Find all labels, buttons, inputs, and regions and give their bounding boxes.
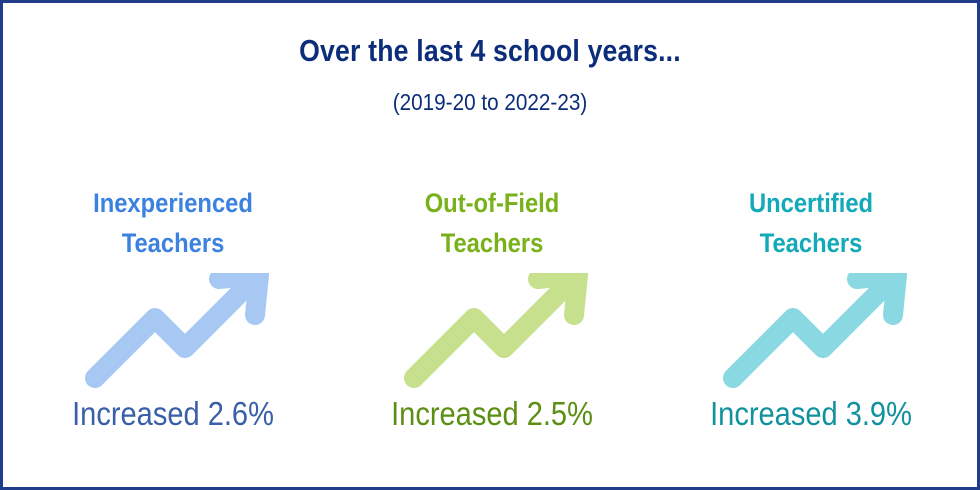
card-title: Out-of-Field Teachers [360, 183, 624, 263]
card-title: Uncertified Teachers [679, 183, 943, 263]
page-subtitle: (2019-20 to 2022-23) [392, 89, 588, 115]
card-uncertified-teachers: Uncertified Teachers Increased 3.9% [661, 183, 961, 453]
trend-up-arrow-icon [85, 273, 269, 388]
card-value: Increased 2.6% [72, 395, 274, 432]
card-value: Increased 2.5% [391, 395, 593, 432]
card-title-line1: Inexperienced [93, 188, 253, 218]
page-title: Over the last 4 school years... [299, 33, 681, 68]
trend-up-arrow-icon [404, 273, 588, 388]
card-title: Inexperienced Teachers [41, 183, 305, 263]
card-title-line1: Uncertified [748, 188, 874, 218]
card-title-line2: Teachers [440, 228, 544, 258]
card-out-of-field-teachers: Out-of-Field Teachers Increased 2.5% [342, 183, 642, 453]
card-title-line2: Teachers [121, 228, 225, 258]
card-inexperienced-teachers: Inexperienced Teachers Increased 2.6% [23, 183, 323, 453]
card-value: Increased 3.9% [710, 395, 912, 432]
card-title-line2: Teachers [759, 228, 863, 258]
trend-up-arrow-icon [723, 273, 907, 388]
card-title-line1: Out-of-Field [424, 188, 560, 218]
